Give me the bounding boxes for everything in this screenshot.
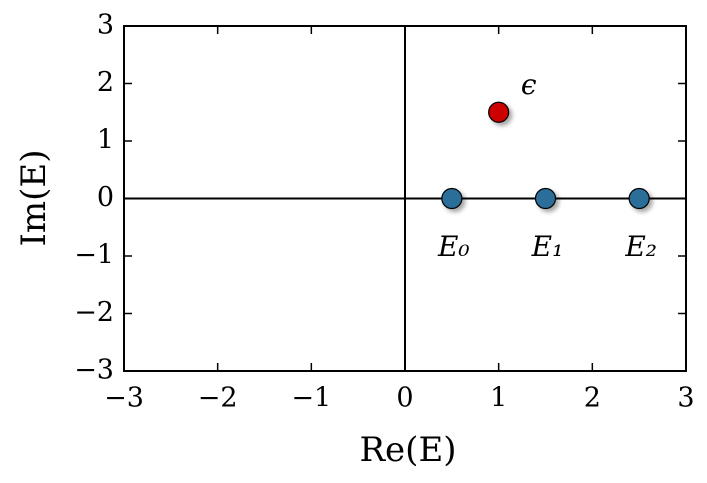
point: [628, 187, 650, 210]
point: [488, 101, 510, 123]
point: [441, 187, 463, 210]
x-axis-label: Re(E): [359, 430, 456, 470]
y-axis-label: Im(E): [14, 149, 54, 246]
y-tick-label: 3: [97, 10, 114, 41]
x-tick-label: −3: [104, 383, 144, 414]
y-tick-label: −2: [74, 297, 114, 328]
y-tick-label: 2: [97, 67, 114, 98]
y-tick-label: 1: [97, 125, 114, 156]
point-label: E₂: [624, 230, 657, 263]
point: [534, 187, 557, 210]
x-tick-label: 3: [677, 383, 694, 414]
y-tick-label: −3: [74, 355, 114, 386]
x-tick-label: 0: [396, 383, 413, 414]
point-label: E₀: [437, 230, 470, 263]
point-label: E₁: [531, 230, 564, 263]
x-tick-label: 1: [490, 383, 507, 414]
y-tick-label: 0: [97, 182, 114, 213]
point-label: ϵ: [521, 68, 537, 101]
y-tick-label: −1: [74, 240, 114, 271]
x-tick-label: −2: [198, 383, 238, 414]
x-tick-label: 2: [584, 383, 601, 414]
x-tick-label: −1: [291, 383, 331, 414]
